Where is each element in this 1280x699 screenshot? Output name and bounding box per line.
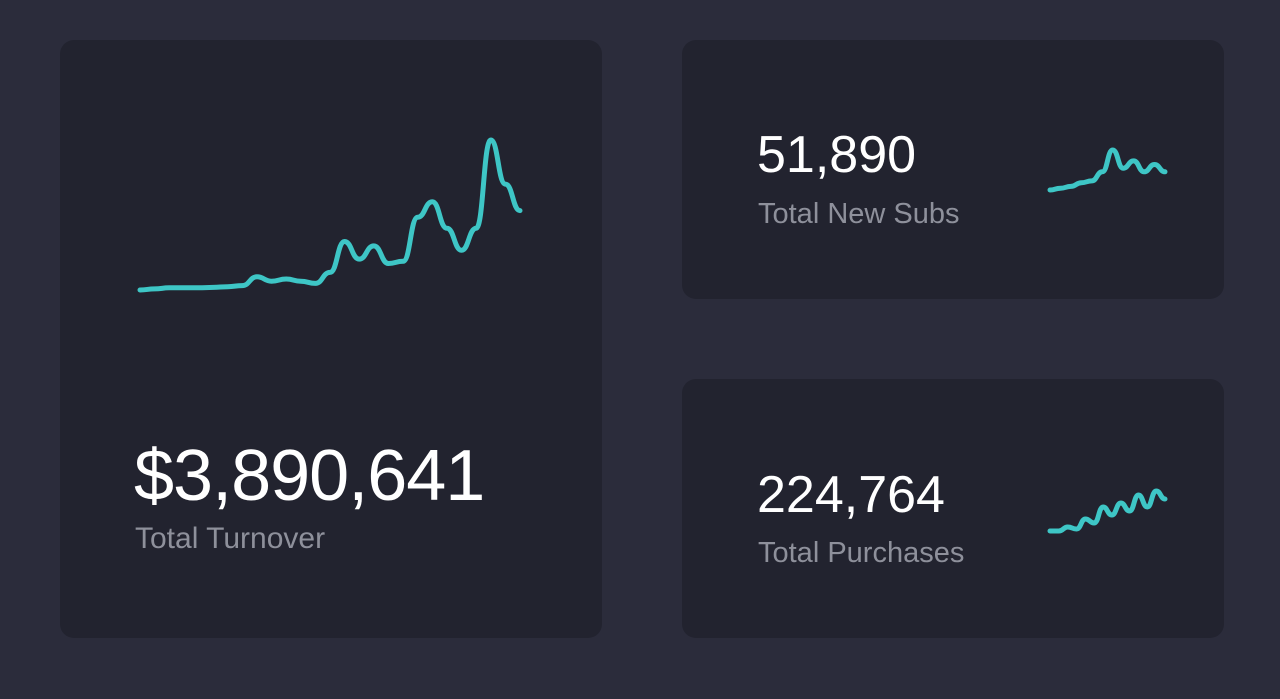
new-subs-sparkline-line	[1047, 147, 1168, 193]
purchases-sparkline-line	[1047, 488, 1168, 534]
purchases-sparkline	[1047, 488, 1168, 534]
purchases-card: 224,764 Total Purchases	[682, 379, 1224, 638]
new-subs-sparkline	[1047, 147, 1168, 193]
turnover-value: $3,890,641	[134, 436, 485, 516]
turnover-label: Total Turnover	[135, 522, 326, 555]
purchases-value: 224,764	[757, 466, 945, 524]
turnover-sparkline	[137, 137, 523, 293]
turnover-sparkline-line	[137, 137, 523, 293]
new-subs-card: 51,890 Total New Subs	[682, 40, 1224, 299]
purchases-label: Total Purchases	[758, 537, 965, 569]
new-subs-value: 51,890	[757, 126, 917, 184]
turnover-card: $3,890,641 Total Turnover	[60, 40, 602, 638]
new-subs-label: Total New Subs	[758, 198, 960, 230]
